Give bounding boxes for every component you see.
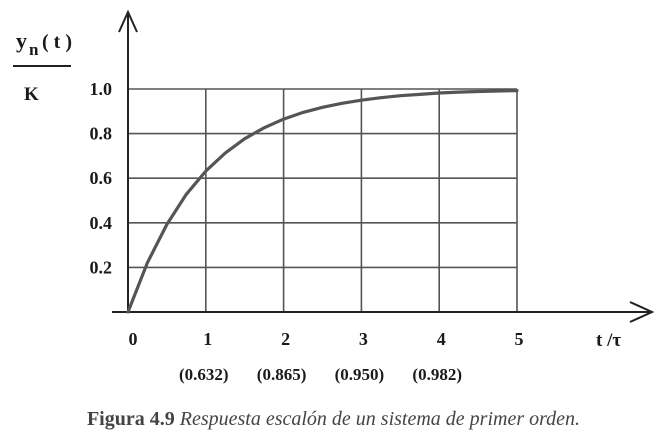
x-tick-label: 5 <box>515 329 524 349</box>
axes-layer <box>112 9 655 323</box>
curve-layer <box>126 88 519 314</box>
annotation-label: (0.865) <box>257 365 307 384</box>
x-axis-arrowhead <box>629 301 655 323</box>
figure-caption: Figura 4.9 Respuesta escalón de un siste… <box>0 408 667 431</box>
y-tick-label: 1.0 <box>90 79 113 99</box>
annotation-label: (0.632) <box>179 365 229 384</box>
x-tick-label: 0 <box>129 329 138 349</box>
annotation-label: (0.982) <box>412 365 462 384</box>
x-tick-label: 2 <box>281 329 290 349</box>
label-layer: 0.2 0.4 0.6 0.8 1.0 0 1 2 3 4 5 (0.632) (0.865) (0.95… <box>90 79 524 384</box>
annotation-label: (0.950) <box>335 365 385 384</box>
y-tick-label: 0.6 <box>90 168 113 188</box>
y-axis-label-argument: ( t ) <box>42 31 72 53</box>
x-tick-label: 3 <box>359 329 368 349</box>
x-tick-label: 1 <box>203 329 212 349</box>
y-axis-label: y n ( t ) K <box>13 28 72 105</box>
grid-layer <box>128 88 518 312</box>
y-tick-label: 0.4 <box>90 213 113 233</box>
y-axis-label-top: y <box>16 28 27 53</box>
step-response-chart: 0.2 0.4 0.6 0.8 1.0 0 1 2 3 4 5 (0.632) (0.865) (0.95… <box>13 9 655 384</box>
x-tick-label: 4 <box>437 329 446 349</box>
y-axis-label-denominator: K <box>24 84 39 105</box>
y-tick-label: 0.2 <box>90 257 113 277</box>
y-axis-label-subscript: n <box>29 40 39 59</box>
response-curve <box>126 88 519 314</box>
x-axis-label: t /τ <box>596 330 621 351</box>
caption-text: Respuesta escalón de un sistema de prime… <box>179 408 581 430</box>
y-tick-label: 0.8 <box>90 124 113 144</box>
caption-label: Figura 4.9 <box>86 408 175 430</box>
y-axis-arrowhead <box>118 9 138 33</box>
